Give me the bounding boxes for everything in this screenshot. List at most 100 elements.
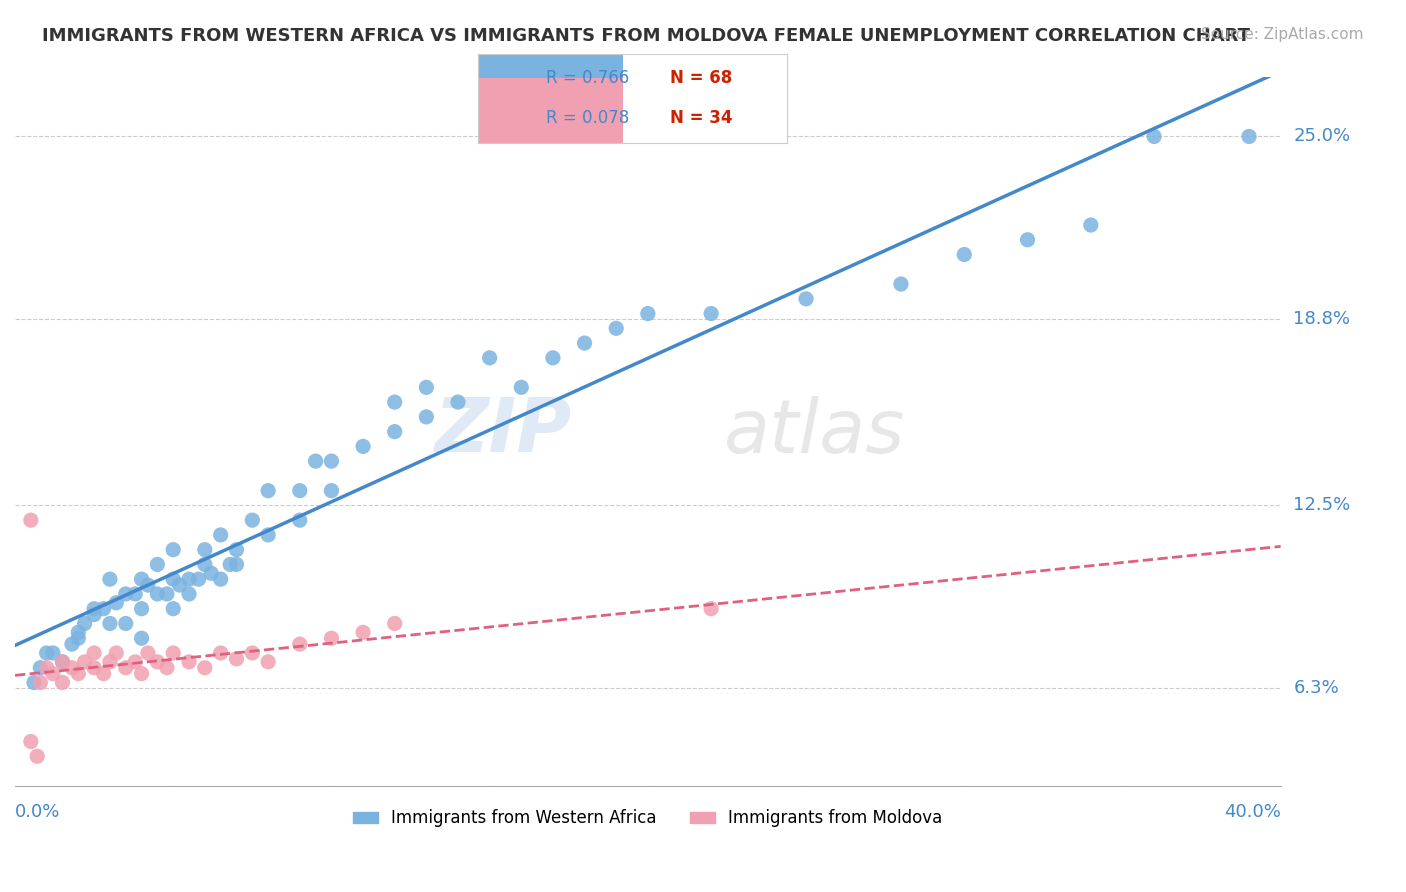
Point bbox=[131, 572, 153, 586]
Point bbox=[240, 646, 263, 660]
Point bbox=[700, 601, 723, 615]
Text: 12.5%: 12.5% bbox=[1294, 497, 1351, 515]
Text: 0.0%: 0.0% bbox=[15, 804, 60, 822]
Point bbox=[447, 395, 470, 409]
Point bbox=[209, 572, 232, 586]
FancyBboxPatch shape bbox=[398, 78, 623, 158]
Point bbox=[177, 655, 200, 669]
Point bbox=[22, 675, 45, 690]
Point bbox=[51, 675, 73, 690]
Point bbox=[209, 528, 232, 542]
Point bbox=[1080, 218, 1102, 232]
Point bbox=[131, 601, 153, 615]
Point bbox=[20, 734, 42, 748]
Point bbox=[114, 616, 136, 631]
FancyBboxPatch shape bbox=[398, 38, 623, 119]
Point bbox=[30, 675, 52, 690]
Text: 40.0%: 40.0% bbox=[1223, 804, 1281, 822]
Point bbox=[194, 542, 217, 557]
Point bbox=[146, 655, 169, 669]
Text: N = 68: N = 68 bbox=[669, 70, 733, 87]
Point bbox=[288, 513, 311, 527]
Text: ZIP: ZIP bbox=[434, 395, 572, 468]
Point bbox=[257, 528, 280, 542]
Point bbox=[257, 483, 280, 498]
Point bbox=[131, 666, 153, 681]
Point bbox=[98, 572, 121, 586]
Text: 25.0%: 25.0% bbox=[1294, 128, 1350, 145]
Point bbox=[352, 625, 374, 640]
Point bbox=[200, 566, 222, 581]
Point bbox=[105, 596, 128, 610]
Text: 18.8%: 18.8% bbox=[1294, 310, 1350, 328]
Point bbox=[219, 558, 242, 572]
Point bbox=[156, 587, 179, 601]
Point bbox=[93, 601, 115, 615]
Point bbox=[953, 247, 976, 261]
Point bbox=[415, 409, 437, 424]
Point bbox=[67, 631, 90, 645]
Point bbox=[1237, 129, 1260, 144]
Point bbox=[384, 425, 406, 439]
Point bbox=[146, 558, 169, 572]
Point bbox=[73, 655, 96, 669]
Point bbox=[98, 655, 121, 669]
Point bbox=[136, 646, 159, 660]
Point bbox=[225, 542, 247, 557]
Point bbox=[321, 483, 343, 498]
Point bbox=[162, 572, 184, 586]
Point bbox=[510, 380, 533, 394]
Point bbox=[162, 646, 184, 660]
Point bbox=[288, 637, 311, 651]
Point bbox=[890, 277, 912, 291]
Point bbox=[169, 578, 191, 592]
Point bbox=[136, 578, 159, 592]
Text: Source: ZipAtlas.com: Source: ZipAtlas.com bbox=[1201, 27, 1364, 42]
Point bbox=[42, 646, 65, 660]
Point bbox=[700, 307, 723, 321]
Point bbox=[146, 587, 169, 601]
Point bbox=[162, 542, 184, 557]
Point bbox=[187, 572, 209, 586]
Point bbox=[257, 655, 280, 669]
Point bbox=[194, 661, 217, 675]
Text: IMMIGRANTS FROM WESTERN AFRICA VS IMMIGRANTS FROM MOLDOVA FEMALE UNEMPLOYMENT CO: IMMIGRANTS FROM WESTERN AFRICA VS IMMIGR… bbox=[42, 27, 1250, 45]
Point bbox=[83, 646, 105, 660]
Point bbox=[541, 351, 564, 365]
Point bbox=[124, 655, 146, 669]
Point bbox=[637, 307, 659, 321]
Point bbox=[194, 558, 217, 572]
Point bbox=[83, 661, 105, 675]
Point bbox=[162, 601, 184, 615]
Point bbox=[93, 666, 115, 681]
Point bbox=[384, 616, 406, 631]
Legend: Immigrants from Western Africa, Immigrants from Moldova: Immigrants from Western Africa, Immigran… bbox=[346, 803, 949, 834]
Point bbox=[225, 652, 247, 666]
Point bbox=[321, 454, 343, 468]
Point bbox=[35, 646, 58, 660]
Point bbox=[352, 439, 374, 453]
Text: N = 34: N = 34 bbox=[669, 109, 733, 127]
Point bbox=[225, 558, 247, 572]
Point bbox=[67, 666, 90, 681]
Text: atlas: atlas bbox=[724, 396, 905, 467]
Point bbox=[25, 749, 48, 764]
Point bbox=[177, 572, 200, 586]
Point bbox=[304, 454, 326, 468]
Point bbox=[288, 483, 311, 498]
Point bbox=[574, 336, 596, 351]
Point bbox=[30, 661, 52, 675]
Point bbox=[156, 661, 179, 675]
Point bbox=[384, 395, 406, 409]
Point bbox=[415, 380, 437, 394]
Point bbox=[478, 351, 501, 365]
Text: 6.3%: 6.3% bbox=[1294, 680, 1339, 698]
Text: R = 0.078: R = 0.078 bbox=[546, 109, 630, 127]
Point bbox=[51, 655, 73, 669]
Point bbox=[105, 646, 128, 660]
Point bbox=[177, 587, 200, 601]
Point bbox=[35, 661, 58, 675]
Point bbox=[60, 661, 83, 675]
Point bbox=[67, 625, 90, 640]
Point bbox=[51, 655, 73, 669]
